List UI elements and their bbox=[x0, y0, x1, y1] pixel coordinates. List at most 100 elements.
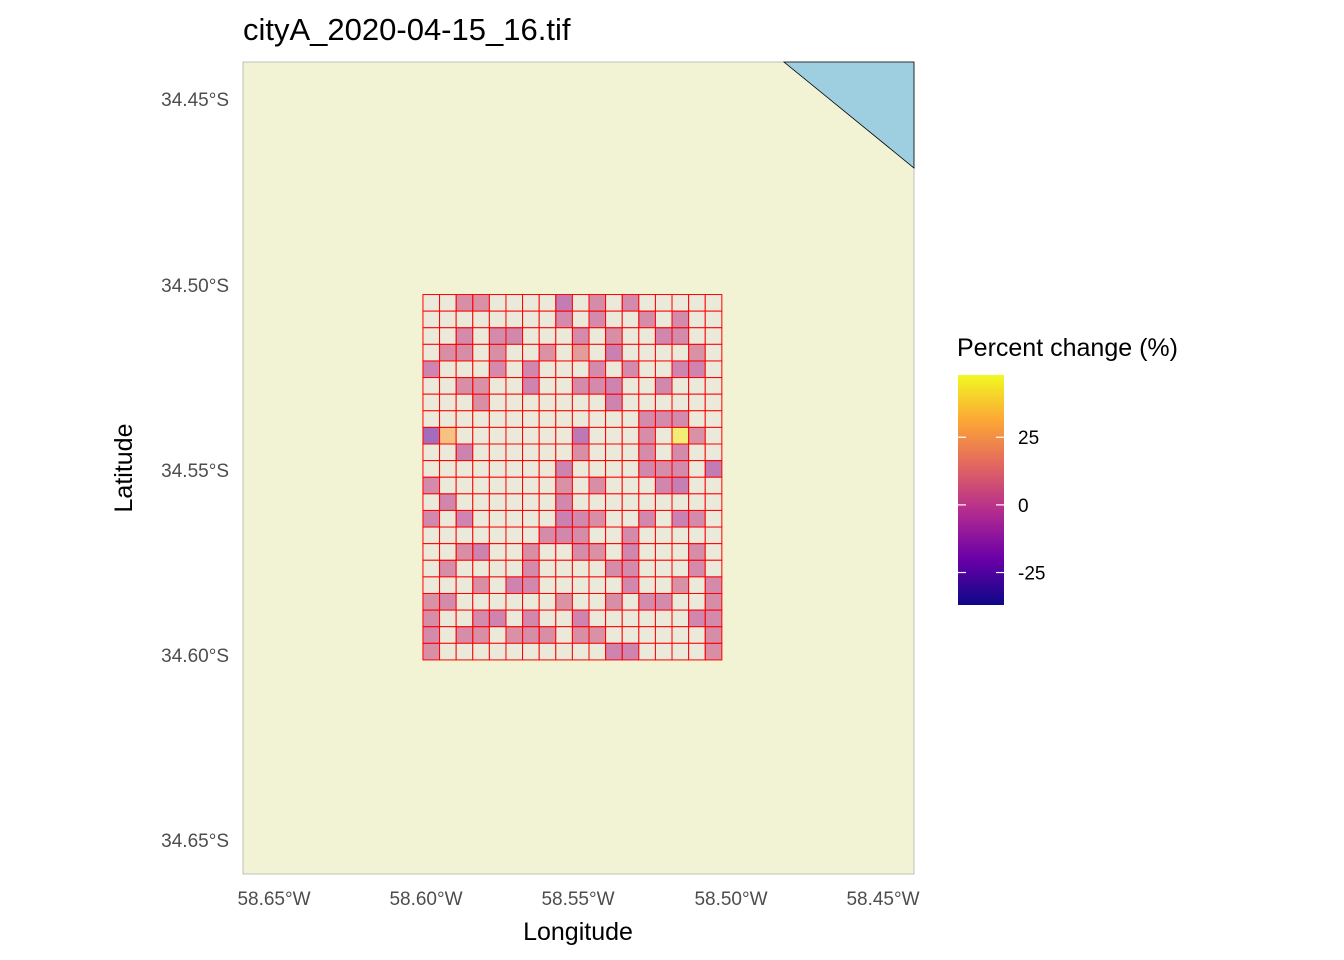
grid-cell bbox=[422, 509, 441, 528]
grid-cell bbox=[571, 526, 590, 545]
water-polygon bbox=[782, 61, 915, 169]
grid-cell bbox=[522, 559, 540, 578]
grid-cell bbox=[555, 509, 573, 528]
grid-cell bbox=[422, 377, 441, 395]
grid-cell bbox=[571, 460, 590, 478]
grid-cell bbox=[455, 576, 474, 594]
grid-cell bbox=[588, 426, 607, 445]
grid-cell bbox=[688, 377, 706, 395]
grid-cell bbox=[588, 360, 607, 379]
grid-cell bbox=[704, 360, 723, 379]
grid-cell bbox=[488, 426, 507, 445]
grid-cell bbox=[654, 642, 673, 661]
grid-cell bbox=[621, 327, 640, 345]
grid-cell bbox=[605, 576, 623, 594]
grid-cell bbox=[488, 393, 507, 412]
grid-cell bbox=[455, 609, 474, 628]
y-tick-label: 34.55°S bbox=[161, 461, 229, 482]
grid-cell bbox=[472, 626, 490, 644]
grid-cell bbox=[555, 609, 573, 628]
grid-cell bbox=[472, 526, 490, 545]
grid-cell bbox=[505, 609, 524, 628]
grid-cell bbox=[505, 559, 524, 578]
grid-cell bbox=[472, 592, 490, 611]
grid-cell bbox=[538, 377, 557, 395]
grid-cell bbox=[439, 626, 457, 644]
grid-cell bbox=[555, 443, 573, 462]
grid-cell bbox=[654, 609, 673, 628]
grid-cell bbox=[488, 543, 507, 561]
grid-cell bbox=[439, 327, 457, 345]
grid-cell bbox=[455, 509, 474, 528]
grid-cell bbox=[538, 310, 557, 329]
grid-cell bbox=[538, 559, 557, 578]
grid-cell bbox=[472, 543, 490, 561]
legend-tick-label: -25 bbox=[1018, 564, 1045, 585]
grid-cell bbox=[671, 410, 690, 428]
grid-cell bbox=[439, 559, 457, 578]
grid-cell bbox=[488, 343, 507, 362]
grid-cell bbox=[688, 493, 706, 511]
grid-cell bbox=[455, 377, 474, 395]
grid-cell bbox=[638, 592, 656, 611]
grid-cell bbox=[688, 543, 706, 561]
grid-cell bbox=[488, 460, 507, 478]
grid-cell bbox=[688, 460, 706, 478]
grid-cell bbox=[555, 410, 573, 428]
grid-cell bbox=[472, 460, 490, 478]
grid-cell bbox=[488, 443, 507, 462]
grid-cell bbox=[488, 559, 507, 578]
grid-cell bbox=[505, 360, 524, 379]
grid-cell bbox=[439, 294, 457, 312]
grid-cell bbox=[688, 642, 706, 661]
grid-cell bbox=[638, 443, 656, 462]
grid-cell bbox=[638, 360, 656, 379]
grid-cell bbox=[588, 576, 607, 594]
grid-cell bbox=[571, 294, 590, 312]
grid-cell bbox=[671, 493, 690, 511]
grid-cell bbox=[522, 377, 540, 395]
grid-cell bbox=[571, 609, 590, 628]
grid-cell bbox=[422, 410, 441, 428]
y-tick-label: 34.60°S bbox=[161, 646, 229, 667]
grid-cell bbox=[538, 526, 557, 545]
grid-cell bbox=[439, 377, 457, 395]
grid-cell bbox=[671, 343, 690, 362]
grid-cell bbox=[654, 493, 673, 511]
grid-cell bbox=[704, 377, 723, 395]
grid-cell bbox=[605, 509, 623, 528]
grid-cell bbox=[538, 476, 557, 495]
grid-cell bbox=[571, 343, 590, 362]
grid-cell bbox=[671, 310, 690, 329]
grid-cell bbox=[621, 609, 640, 628]
grid-cell bbox=[488, 310, 507, 329]
grid-cell bbox=[422, 460, 441, 478]
grid-cell bbox=[488, 526, 507, 545]
grid-cell bbox=[605, 327, 623, 345]
grid-cell bbox=[422, 426, 441, 445]
grid-cell bbox=[605, 393, 623, 412]
cell-grid bbox=[422, 294, 723, 661]
grid-cell bbox=[654, 460, 673, 478]
grid-cell bbox=[538, 360, 557, 379]
grid-cell bbox=[704, 443, 723, 462]
grid-cell bbox=[588, 642, 607, 661]
grid-cell bbox=[605, 626, 623, 644]
grid-cell bbox=[522, 343, 540, 362]
grid-cell bbox=[488, 493, 507, 511]
x-axis: 58.65°W 58.60°W 58.55°W 58.50°W 58.45°W bbox=[237, 889, 919, 910]
grid-cell bbox=[671, 642, 690, 661]
grid-cell bbox=[638, 410, 656, 428]
grid-cell bbox=[654, 426, 673, 445]
grid-cell bbox=[472, 327, 490, 345]
grid-cell bbox=[538, 592, 557, 611]
grid-cell bbox=[605, 310, 623, 329]
grid-cell bbox=[638, 526, 656, 545]
y-tick-label: 34.65°S bbox=[161, 831, 229, 852]
grid-cell bbox=[571, 310, 590, 329]
x-tick-label: 58.45°W bbox=[846, 889, 919, 910]
grid-cell bbox=[621, 377, 640, 395]
grid-cell bbox=[422, 294, 441, 312]
grid-cell bbox=[488, 476, 507, 495]
grid-cell bbox=[704, 576, 723, 594]
